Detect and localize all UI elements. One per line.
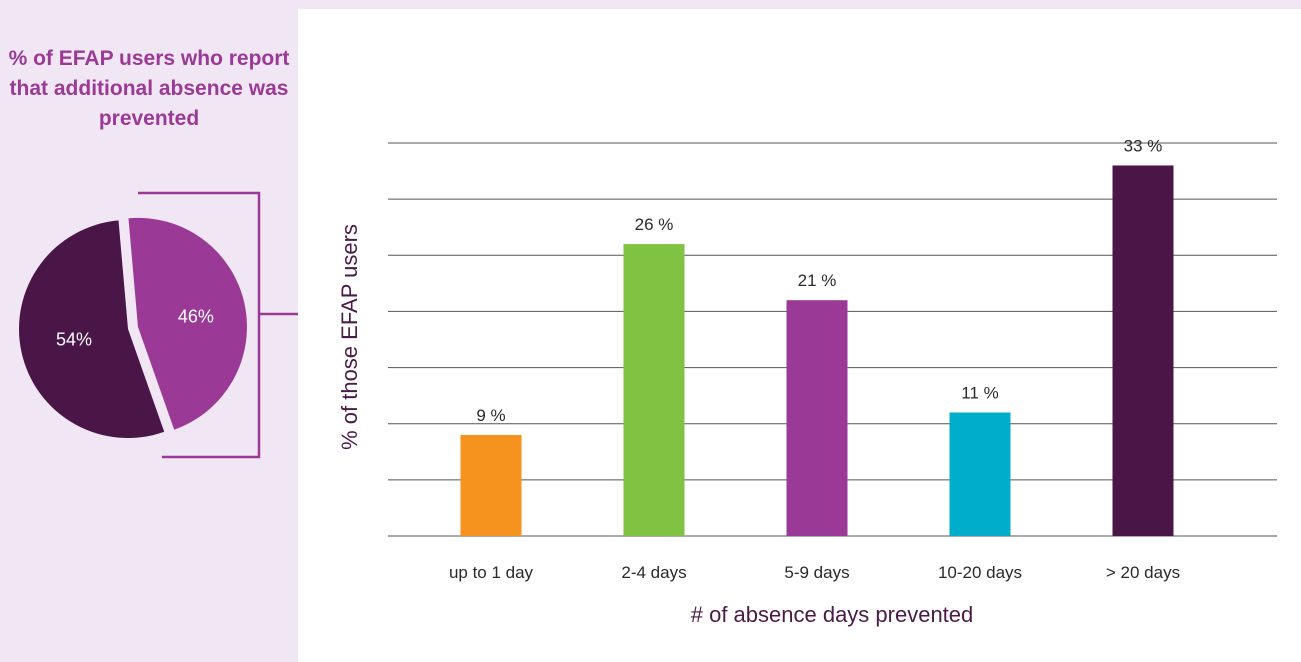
bar-value-label: 33 % bbox=[1124, 136, 1163, 155]
top-strip bbox=[298, 0, 1301, 9]
pie-bracket bbox=[138, 191, 261, 459]
x-tick-label: 5-9 days bbox=[784, 563, 849, 582]
x-tick-label: > 20 days bbox=[1106, 563, 1180, 582]
x-tick-label: 10-20 days bbox=[938, 563, 1022, 582]
x-tick-label: up to 1 day bbox=[449, 563, 534, 582]
bar-value-label: 11 % bbox=[961, 383, 999, 402]
pie-label-54: 54% bbox=[56, 329, 92, 349]
pie-slice-46 bbox=[128, 217, 247, 430]
y-axis-title: % of those EFAP users bbox=[337, 224, 362, 450]
bar-value-label: 9 % bbox=[476, 406, 505, 425]
pie-title: % of EFAP users who report that addition… bbox=[8, 47, 290, 130]
bar-2 bbox=[623, 244, 685, 537]
x-axis-title: # of absence days prevented bbox=[691, 602, 974, 627]
bar-value-label: 26 % bbox=[635, 215, 674, 234]
bar-1 bbox=[460, 434, 522, 536]
pie-slice-54 bbox=[18, 220, 165, 439]
bar-value-label: 21 % bbox=[798, 271, 837, 290]
bar-4 bbox=[949, 412, 1011, 536]
x-tick-label: 2-4 days bbox=[621, 563, 686, 582]
pie-chart: 46% 54% bbox=[18, 191, 298, 459]
bar-3 bbox=[786, 300, 848, 536]
bar-5 bbox=[1112, 165, 1174, 536]
pie-label-46: 46% bbox=[178, 306, 214, 326]
